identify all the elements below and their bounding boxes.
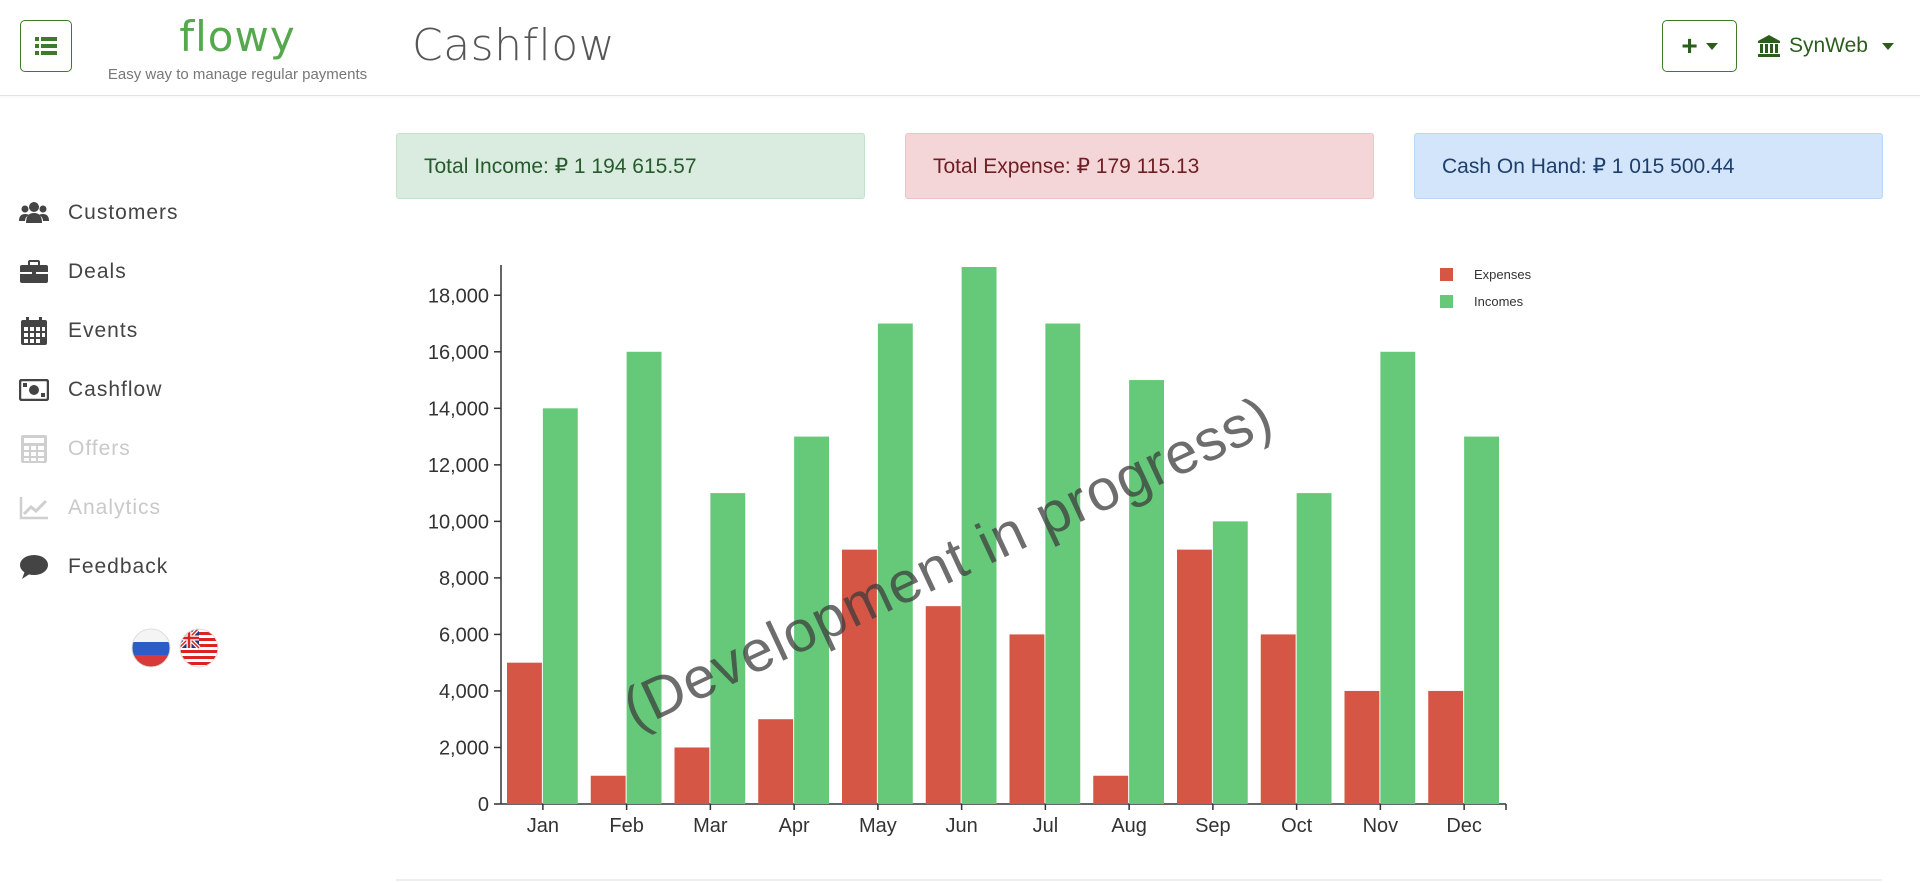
bar-expenses-nov bbox=[1344, 690, 1380, 804]
y-tick-label: 14,000 bbox=[428, 398, 489, 420]
bar-expenses-feb bbox=[590, 775, 626, 804]
sidebar-item-label: Customers bbox=[68, 201, 179, 224]
x-tick-label: Jun bbox=[946, 815, 978, 837]
language-switcher bbox=[131, 628, 219, 668]
x-tick-label: Nov bbox=[1363, 815, 1399, 837]
chart-line-icon bbox=[18, 493, 50, 523]
bar-incomes-feb bbox=[626, 351, 662, 804]
bar-expenses-jun bbox=[925, 606, 961, 804]
bar-incomes-sep bbox=[1212, 521, 1248, 804]
bar-incomes-mar bbox=[710, 493, 746, 804]
total-income-card: Total Income: ₽ 1 194 615.57 bbox=[396, 133, 865, 199]
bar-expenses-jul bbox=[1009, 634, 1045, 804]
legend-swatch-incomes bbox=[1440, 295, 1453, 308]
bar-expenses-jan bbox=[507, 662, 542, 804]
y-tick-label: 6,000 bbox=[439, 624, 489, 646]
x-tick-label: Jan bbox=[527, 815, 559, 837]
bar-expenses-apr bbox=[758, 719, 794, 804]
bar-expenses-aug bbox=[1093, 775, 1129, 804]
x-tick-label: Feb bbox=[609, 815, 643, 837]
cash-on-hand-card: Cash On Hand: ₽ 1 015 500.44 bbox=[1414, 133, 1883, 199]
x-tick-label: Apr bbox=[779, 815, 810, 837]
bar-expenses-dec bbox=[1428, 690, 1464, 804]
divider bbox=[396, 879, 1882, 881]
chevron-down-icon bbox=[1882, 42, 1894, 50]
sidebar-item-label: Events bbox=[68, 319, 139, 342]
sidebar-item-cashflow[interactable]: Cashflow bbox=[18, 370, 162, 410]
list-icon bbox=[35, 37, 57, 55]
comment-icon bbox=[18, 552, 50, 582]
bar-incomes-aug bbox=[1129, 380, 1164, 804]
sidebar-item-label: Cashflow bbox=[68, 378, 163, 401]
app-logo[interactable]: flowy Easy way to manage regular payment… bbox=[100, 12, 375, 83]
sidebar-item-events[interactable]: Events bbox=[18, 311, 138, 351]
x-tick-label: Dec bbox=[1446, 815, 1482, 837]
bar-incomes-oct bbox=[1296, 493, 1332, 804]
briefcase-icon bbox=[18, 257, 50, 287]
bar-expenses-may bbox=[842, 549, 877, 804]
y-tick-label: 16,000 bbox=[428, 342, 489, 364]
add-dropdown-button[interactable]: + bbox=[1662, 20, 1737, 72]
bar-incomes-jan bbox=[542, 408, 578, 804]
y-tick-label: 0 bbox=[478, 794, 489, 816]
account-dropdown[interactable]: SynWeb bbox=[1757, 30, 1894, 62]
x-tick-label: May bbox=[859, 815, 897, 837]
total-expense-text: Total Expense: ₽ 179 115.13 bbox=[933, 154, 1200, 178]
sidebar-item-deals[interactable]: Deals bbox=[18, 252, 127, 292]
bar-incomes-dec bbox=[1464, 436, 1499, 804]
bar-incomes-nov bbox=[1380, 351, 1416, 804]
cash-on-hand-text: Cash On Hand: ₽ 1 015 500.44 bbox=[1442, 154, 1735, 178]
menu-toggle-button[interactable] bbox=[20, 20, 72, 72]
plus-icon: + bbox=[1681, 30, 1698, 61]
russian-flag-icon[interactable] bbox=[131, 628, 171, 668]
sidebar-item-feedback[interactable]: Feedback bbox=[18, 547, 168, 587]
x-tick-label: Oct bbox=[1281, 815, 1313, 837]
y-tick-label: 4,000 bbox=[439, 681, 489, 703]
logo-tagline: Easy way to manage regular payments bbox=[107, 66, 368, 83]
y-tick-label: 18,000 bbox=[428, 285, 489, 307]
y-tick-label: 8,000 bbox=[439, 568, 489, 590]
bar-expenses-oct bbox=[1260, 634, 1296, 804]
bar-incomes-may bbox=[877, 323, 913, 804]
x-tick-label: Sep bbox=[1195, 815, 1231, 837]
top-header: flowy Easy way to manage regular payment… bbox=[0, 0, 1920, 96]
bar-expenses-mar bbox=[674, 747, 710, 804]
page-title: Cashflow bbox=[412, 20, 616, 71]
sidebar-item-label: Deals bbox=[68, 260, 127, 283]
sidebar-item-label: Offers bbox=[68, 437, 131, 460]
bar-incomes-jul bbox=[1045, 323, 1081, 804]
legend-swatch-expenses bbox=[1440, 268, 1453, 281]
bank-icon bbox=[1758, 35, 1780, 57]
english-flag-icon[interactable] bbox=[179, 628, 219, 668]
x-tick-label: Jul bbox=[1033, 815, 1059, 837]
total-expense-card: Total Expense: ₽ 179 115.13 bbox=[905, 133, 1374, 199]
calculator-icon bbox=[18, 434, 50, 464]
legend-label-incomes: Incomes bbox=[1474, 294, 1524, 309]
users-icon bbox=[18, 198, 50, 228]
x-tick-label: Aug bbox=[1111, 815, 1147, 837]
cashflow-bar-chart: 0 2,000 4,000 6,000 8,000 10,000 12,000 14,000 1… bbox=[428, 265, 1532, 837]
calendar-icon bbox=[18, 316, 50, 346]
money-bill-icon bbox=[18, 375, 50, 405]
x-tick-label: Mar bbox=[693, 815, 728, 837]
y-tick-label: 2,000 bbox=[439, 737, 489, 759]
bar-incomes-jun bbox=[961, 267, 997, 804]
sidebar-item-label: Feedback bbox=[68, 555, 169, 578]
sidebar-item-analytics: Analytics bbox=[18, 488, 161, 528]
chevron-down-icon bbox=[1705, 42, 1718, 50]
legend-label-expenses: Expenses bbox=[1474, 267, 1532, 282]
sidebar-item-offers: Offers bbox=[18, 429, 131, 469]
bar-expenses-sep bbox=[1177, 549, 1212, 804]
sidebar-item-label: Analytics bbox=[68, 496, 162, 519]
account-name: SynWeb bbox=[1789, 34, 1868, 57]
bar-incomes-apr bbox=[794, 436, 829, 804]
y-tick-label: 10,000 bbox=[428, 511, 489, 533]
total-income-text: Total Income: ₽ 1 194 615.57 bbox=[424, 154, 697, 178]
y-tick-label: 12,000 bbox=[428, 455, 489, 477]
sidebar-item-customers[interactable]: Customers bbox=[18, 193, 179, 233]
logo-wordmark: flowy bbox=[179, 12, 296, 61]
